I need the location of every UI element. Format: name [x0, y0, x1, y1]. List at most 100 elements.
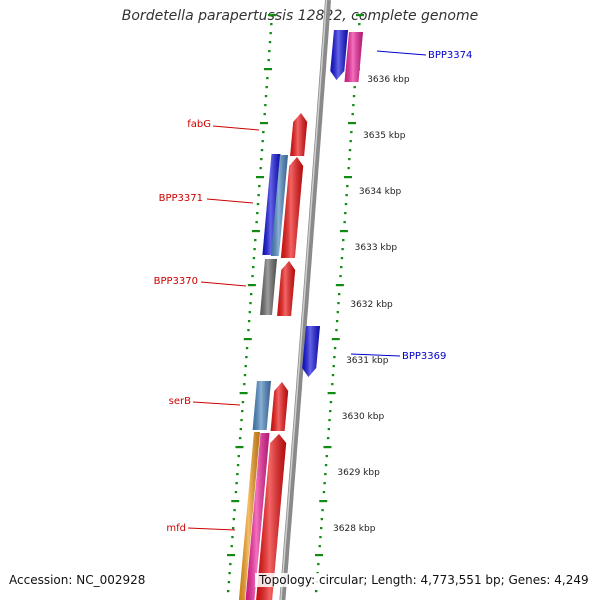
outer-tick-ring-tick [325, 455, 328, 458]
inner-tick-ring-tick [261, 140, 264, 143]
kbp-label: 3630 kbp [342, 412, 385, 422]
gene-label-bpp3369: BPP3369 [402, 351, 446, 362]
outer-tick-ring-tick [339, 230, 348, 233]
inner-tick-ring-tick [244, 365, 247, 368]
inner-tick-ring-tick [235, 446, 244, 449]
gene-bpp3370-arrow-shading [260, 259, 277, 315]
outer-tick-ring-tick [337, 302, 340, 305]
outer-tick-ring-tick [323, 446, 332, 449]
outer-tick-ring-tick [340, 266, 343, 269]
inner-tick-ring-tick [269, 32, 272, 35]
inner-tick-ring-tick [267, 59, 270, 62]
outer-tick-ring-tick [328, 419, 331, 422]
leader-line-bpp3370 [200, 281, 247, 287]
leader-line-serb [192, 401, 241, 406]
inner-tick-ring-tick [265, 86, 268, 89]
inner-tick-ring-tick [266, 77, 269, 80]
inner-tick-ring-tick [231, 527, 235, 530]
inner-tick-ring-tick [264, 68, 273, 71]
outer-tick-ring-tick [352, 104, 355, 107]
inner-tick-ring-tick [255, 176, 264, 179]
outer-tick-ring-tick [315, 554, 324, 557]
inner-tick-ring-tick [270, 23, 273, 26]
inner-tick-ring-tick [258, 185, 261, 188]
outer-tick-ring-tick [350, 131, 353, 134]
backbone-layer [279, 0, 331, 600]
outer-tick-ring-tick [335, 320, 339, 323]
inner-tick-ring-tick [256, 212, 259, 215]
outer-tick-ring-tick [329, 410, 332, 413]
inner-tick-ring-tick [251, 230, 260, 233]
leader-line-mfd [187, 527, 236, 531]
inner-tick-ring-tick [260, 122, 269, 125]
outer-tick-ring-tick [317, 563, 320, 566]
kbp-label: 3634 kbp [359, 187, 402, 197]
kbp-label: 3636 kbp [367, 75, 410, 85]
gene-steelblue-arrow-shading [270, 155, 288, 256]
inner-tick-ring-tick [249, 302, 252, 305]
inner-tick-ring-tick [262, 131, 265, 134]
inner-tick-ring-tick [235, 482, 238, 485]
outer-tick-ring-tick [324, 464, 328, 467]
outer-tick-ring-tick [324, 473, 327, 476]
inner-tick-ring-tick [236, 473, 239, 476]
inner-tick-ring-tick [227, 554, 236, 557]
outer-tick-ring-tick [322, 491, 326, 494]
gene-bpp3369-arrow-shading [302, 326, 320, 377]
kbp-label: 3632 kbp [350, 300, 393, 310]
inner-tick-ring-tick [251, 275, 254, 278]
inner-tick-ring-tick [267, 14, 276, 17]
outer-tick-ring-tick [358, 23, 361, 26]
inner-tick-ring-tick [231, 536, 234, 539]
inner-tick-ring-tick [231, 500, 240, 503]
gene-label-mfd: mfd [166, 523, 186, 534]
gene-red-arrow-3-shading [277, 261, 296, 316]
gene-label-serb: serB [169, 396, 191, 407]
inner-tick-ring-tick [268, 41, 272, 44]
inner-tick-ring-tick [268, 50, 271, 53]
inner-tick-ring-tick [245, 356, 248, 359]
outer-tick-ring-tick [342, 239, 345, 242]
outer-tick-ring-tick [331, 383, 334, 386]
outer-tick-ring-tick [348, 149, 352, 152]
outer-tick-ring-tick [329, 401, 333, 404]
gene-bpp3374-arrow-shading [330, 30, 348, 80]
outer-tick-ring-tick [335, 329, 338, 332]
outer-tick-ring-tick [343, 221, 346, 224]
inner-tick-ring-tick [228, 572, 231, 575]
outer-tick-ring-tick [319, 500, 328, 503]
outer-tick-ring-tick [347, 167, 350, 170]
inner-tick-ring-tick [237, 455, 240, 458]
inner-tick-ring-tick [264, 95, 268, 98]
inner-tick-ring-tick [240, 419, 243, 422]
inner-tick-ring-tick [247, 284, 256, 287]
outer-tick-ring-tick [341, 248, 344, 251]
outer-tick-ring-tick [336, 311, 340, 314]
outer-tick-ring-tick [323, 482, 326, 485]
inner-tick-ring-tick [239, 428, 243, 431]
kbp-label: 3628 kbp [333, 524, 376, 534]
outer-tick-ring-tick [337, 293, 341, 296]
inner-tick-ring-tick [252, 257, 256, 260]
outer-tick-ring-tick [343, 176, 352, 179]
inner-tick-ring-tick [241, 401, 245, 404]
outer-tick-ring-tick [340, 257, 344, 260]
inner-tick-ring-tick [253, 248, 256, 251]
gene-fabg-arrow-shading [290, 113, 308, 156]
inner-tick-ring-tick [243, 338, 252, 341]
outer-tick-ring-tick [331, 338, 340, 341]
inner-tick-ring-tick [255, 221, 258, 224]
outer-tick-ring-tick [335, 284, 344, 287]
leader-line-bpp3369 [350, 353, 401, 357]
accession-label: Accession: NC_002928 [9, 573, 146, 587]
gene-label-bpp3370: BPP3370 [154, 276, 198, 287]
gene-magenta-arrow-shading [344, 32, 363, 82]
inner-tick-ring-tick [256, 203, 260, 206]
outer-tick-ring-tick [352, 95, 356, 98]
inner-tick-ring-tick [247, 320, 251, 323]
inner-tick-ring-tick [232, 518, 236, 521]
outer-tick-ring-tick [348, 122, 357, 125]
inner-tick-ring-tick [227, 581, 231, 584]
kbp-label: 3635 kbp [363, 131, 406, 141]
